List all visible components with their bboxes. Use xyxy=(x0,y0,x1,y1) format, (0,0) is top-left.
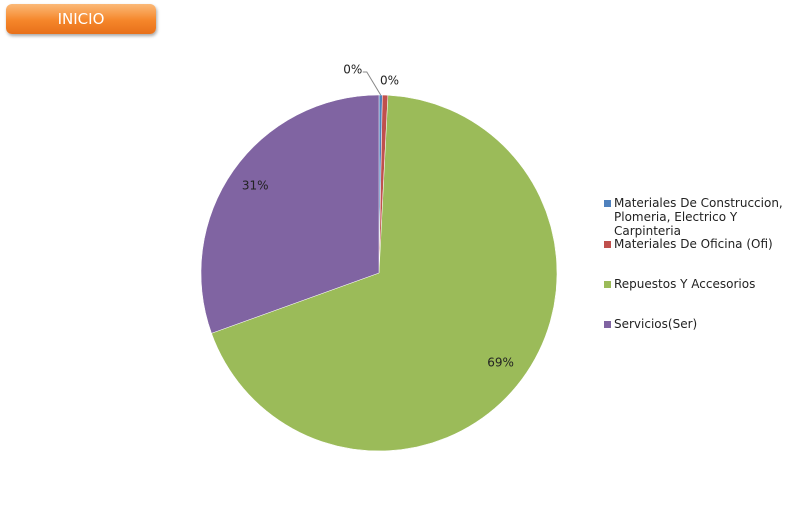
data-label: 0% xyxy=(380,74,399,88)
legend-item: Materiales De Construccion, Plomeria, El… xyxy=(604,196,800,238)
pie-slice xyxy=(200,94,380,334)
home-button[interactable]: INICIO xyxy=(6,4,156,34)
data-label: 31% xyxy=(242,179,269,193)
legend-label: Repuestos Y Accesorios xyxy=(614,277,756,291)
legend-label: Materiales De Oficina (Ofi) xyxy=(614,237,773,251)
legend-label: Servicios(Ser) xyxy=(614,317,698,331)
data-label: 0% xyxy=(343,63,362,77)
legend-item: Materiales De Oficina (Ofi) xyxy=(604,237,773,251)
pie-slice xyxy=(211,94,558,452)
data-label: 69% xyxy=(487,356,514,370)
legend-item: Repuestos Y Accesorios xyxy=(604,277,755,291)
legend-swatch xyxy=(604,200,611,207)
legend-swatch xyxy=(604,321,611,328)
leader-line xyxy=(362,71,382,96)
legend-swatch xyxy=(604,281,611,288)
legend-label: Materiales De Construccion, Plomeria, El… xyxy=(614,196,783,238)
legend-item: Servicios(Ser) xyxy=(604,317,697,331)
legend-swatch xyxy=(604,241,611,248)
